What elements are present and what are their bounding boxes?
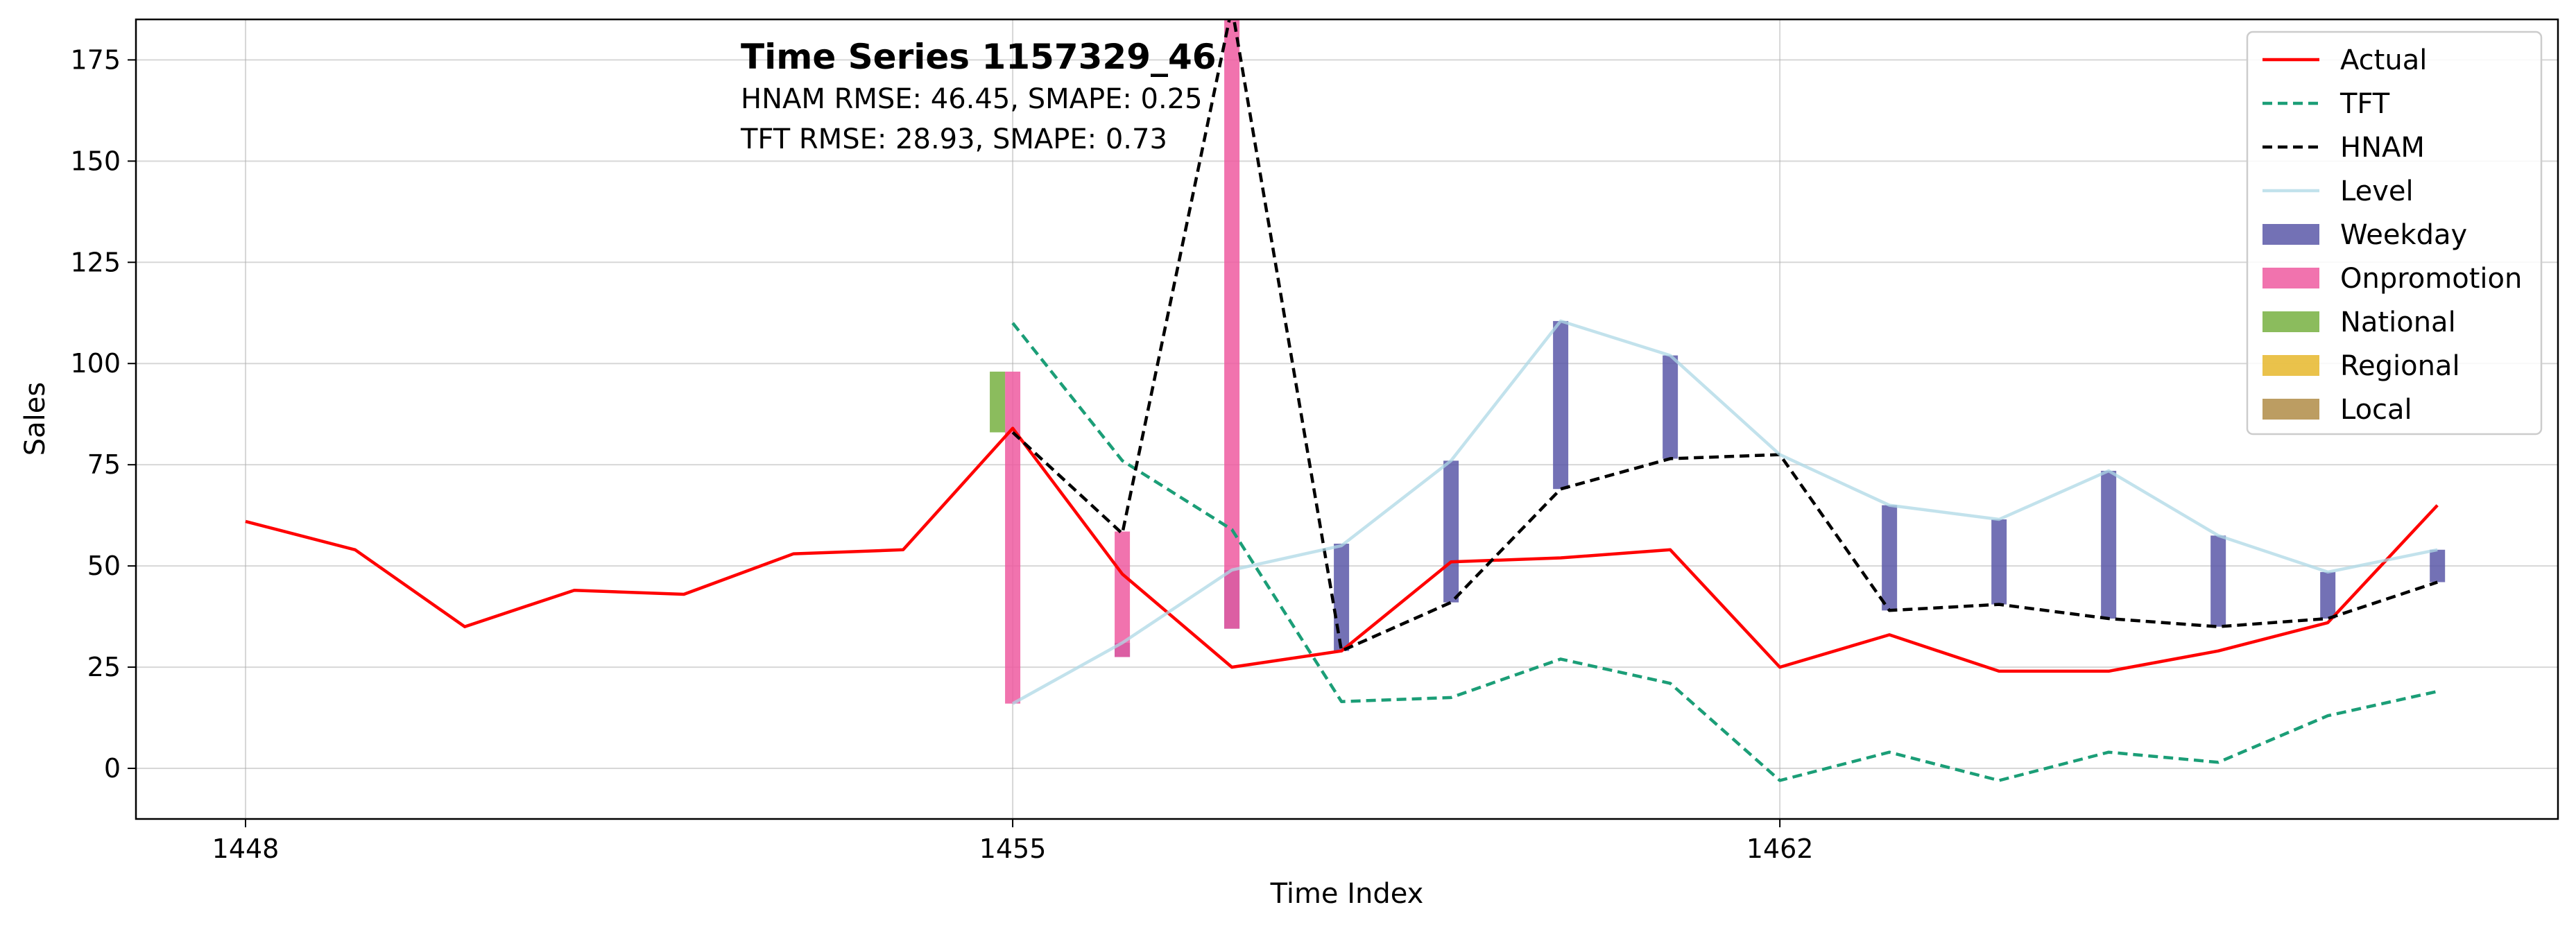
y-tick-label: 175 [70,44,121,75]
x-axis-label: Time Index [1270,878,1424,910]
level-line [1012,319,2438,705]
chart-subtitle-hnam: HNAM RMSE: 46.45, SMAPE: 0.25 [741,83,1203,115]
legend-swatch-weekday [2262,224,2319,245]
weekday-bar [1443,460,1459,603]
y-tick-label: 150 [70,146,121,176]
weekday-bar [2210,535,2226,627]
legend-box [2246,31,2543,435]
x-tick-label: 1462 [1746,834,1814,864]
onpromotion-bar [1115,531,1131,657]
legend-label-actual: Actual [2340,44,2427,76]
axis-ticks: 1448 1455 1462 0 25 50 75 100 125 150 175 [70,44,1813,864]
y-tick-label: 50 [87,551,121,581]
legend-label-tft: TFT [2339,88,2390,120]
y-tick-label: 0 [104,753,121,784]
onpromotion-bar [1005,371,1021,704]
plot-frame [135,18,2559,820]
y-tick-label: 100 [70,348,121,379]
legend-label-national: National [2340,307,2456,338]
y-axis-label: Sales [19,382,51,456]
weekday-bar [1663,355,1678,459]
x-tick-label: 1448 [212,834,280,864]
legend-swatch-regional [2262,355,2319,376]
weekday-bar [1991,519,2007,605]
y-tick-label: 25 [87,652,121,682]
legend-label-hnam: HNAM [2340,132,2425,164]
tft-line [1011,322,2438,782]
onpromotion-bar [1224,19,1240,629]
component-bars [990,19,2446,704]
weekday-bar [1334,544,1350,651]
hnam-line [1011,19,2438,653]
y-tick-label: 75 [87,449,121,480]
legend-swatch-onpromotion [2262,268,2319,288]
national-bar [990,371,1006,433]
y-tick-label: 125 [70,247,121,277]
chart-title: Time Series 1157329_46 [741,37,1217,77]
legend-label-onpromotion: Onpromotion [2340,263,2522,295]
legend-label-level: Level [2340,175,2414,207]
weekday-bar [1882,505,1898,611]
legend-label-local: Local [2340,394,2412,426]
legend-label-regional: Regional [2340,350,2460,382]
legend: Actual TFT HNAM Level Weekday Onpromotion Nati… [2246,31,2543,435]
legend-swatch-local [2262,399,2319,420]
weekday-bar [2430,549,2446,582]
weekday-bar [2101,470,2117,619]
legend-swatch-national [2262,311,2319,332]
x-tick-label: 1455 [979,834,1047,864]
legend-label-weekday: Weekday [2340,219,2467,251]
actual-line [245,426,2439,673]
series-lines [245,19,2439,782]
chart-subtitle-tft: TFT RMSE: 28.93, SMAPE: 0.73 [740,123,1167,155]
weekday-bar [2320,571,2336,619]
weekday-bar [1553,320,1569,490]
